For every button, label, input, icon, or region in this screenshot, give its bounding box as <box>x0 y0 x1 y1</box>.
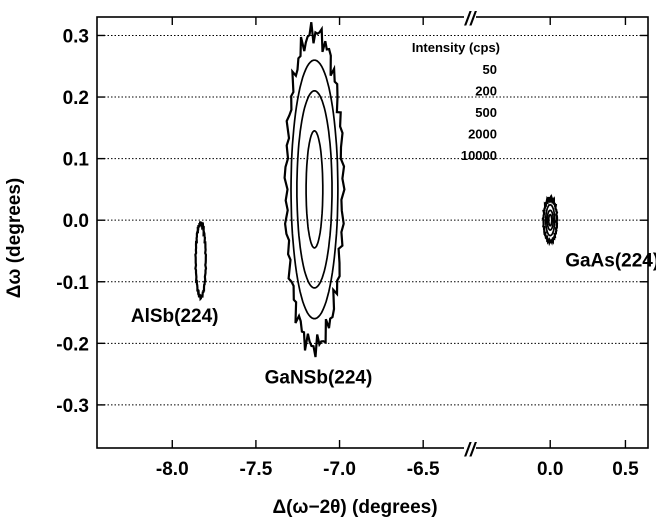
x-tick-label: -8.0 <box>156 459 189 480</box>
legend-level: 10000 <box>461 148 497 163</box>
contour-line <box>194 221 208 302</box>
y-tick-label: 0.2 <box>63 88 89 109</box>
contour-line <box>541 193 559 247</box>
legend-level: 2000 <box>468 127 497 142</box>
peak-label: GaNSb(224) <box>265 367 373 388</box>
axis-break-gap <box>464 445 476 451</box>
x-tick-label: -7.0 <box>323 459 356 480</box>
contour-line <box>305 130 324 249</box>
y-axis-title: Δω (degrees) <box>4 178 25 299</box>
tick-layer: 0.3 0.2 0.1 0.0 -0.1 -0.2 -0.3 -8.0 -7.5 -7.0 -6.5… <box>56 17 648 480</box>
y-tick-label: -0.2 <box>56 334 89 355</box>
legend: Intensity (cps) 50 200 500 2000 10000 <box>412 40 500 163</box>
x-tick-label: -6.5 <box>407 459 440 480</box>
x-tick-label: -7.5 <box>240 459 273 480</box>
y-tick-label: 0.1 <box>63 150 90 171</box>
grid-layer <box>97 34 648 406</box>
axis-break-layer: // // <box>464 9 477 461</box>
x-tick-label: 0.5 <box>612 459 639 480</box>
peak-label: GaAs(224) <box>565 250 656 271</box>
legend-title: Intensity (cps) <box>412 40 500 55</box>
x-axis-title: Δ(ω−2θ) (degrees) <box>272 497 437 518</box>
legend-level: 200 <box>475 84 497 99</box>
axis-break-gap <box>464 14 476 20</box>
legend-level: 50 <box>483 62 497 77</box>
label-layer: AlSb(224) GaNSb(224) GaAs(224) <box>131 250 656 388</box>
contour-line <box>283 22 346 358</box>
y-tick-label: -0.1 <box>56 273 89 294</box>
y-tick-label: 0.0 <box>63 211 89 232</box>
contour-line <box>296 90 333 289</box>
contour-line <box>544 203 556 237</box>
contour-line <box>547 213 553 227</box>
axis-break-marker: // <box>464 9 477 30</box>
y-tick-label: -0.3 <box>56 396 89 417</box>
legend-level: 500 <box>475 105 497 120</box>
peak-label: AlSb(224) <box>131 306 219 327</box>
y-tick-label: 0.3 <box>63 26 89 47</box>
contour-line <box>546 209 555 231</box>
contour-line <box>290 59 339 320</box>
axis-break-marker: // <box>464 440 477 461</box>
x-tick-label: 0.0 <box>537 459 563 480</box>
plot-frame <box>96 16 649 449</box>
contour-layer <box>194 22 559 358</box>
